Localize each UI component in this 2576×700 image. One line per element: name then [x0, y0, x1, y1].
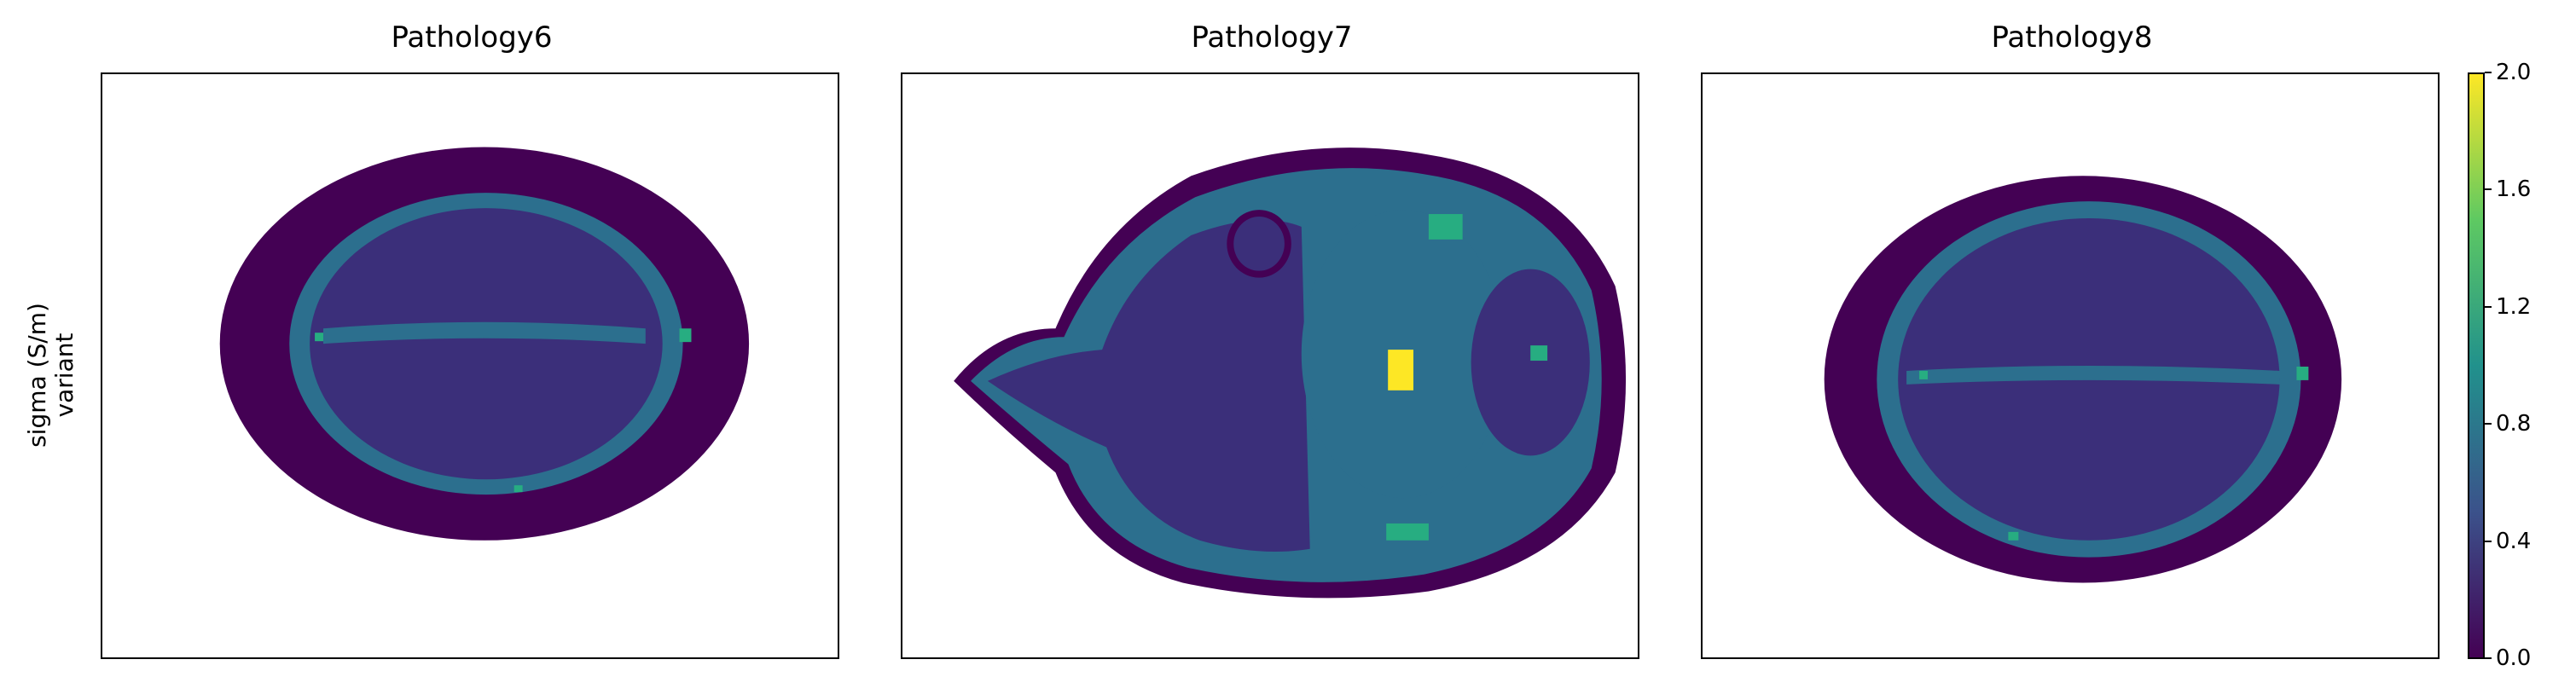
colorbar-tick [2485, 72, 2492, 73]
colorbar-tick [2485, 657, 2492, 659]
panel-3-title: Pathology8 [1991, 20, 2153, 55]
panel-2-image [901, 72, 1639, 659]
colorbar [2468, 72, 2485, 659]
colorbar-label-1: 0.4 [2496, 529, 2532, 554]
brain-slice-1 [219, 147, 750, 541]
colorbar-label-5: 2.0 [2496, 60, 2532, 85]
colorbar-label-3: 1.2 [2496, 294, 2532, 320]
y-axis-label-line1: sigma (S/m) [23, 303, 51, 448]
colorbar-tick [2485, 541, 2492, 542]
colorbar-tick [2485, 188, 2492, 190]
y-axis-label: sigma (S/m) variant [23, 303, 78, 448]
colorbar-tick [2485, 306, 2492, 308]
panel-1-title: Pathology6 [391, 20, 553, 55]
colorbar-label-4: 1.6 [2496, 176, 2532, 202]
brain-slice-3 [1824, 176, 2342, 583]
colorbar-label-0: 0.0 [2496, 645, 2532, 671]
colorbar-label-2: 0.8 [2496, 411, 2532, 437]
brain-slice-2 [954, 148, 1627, 599]
panel-3-image [1701, 72, 2440, 659]
panel-1-image [101, 72, 839, 659]
colorbar-tick [2485, 423, 2492, 425]
panel-2-title: Pathology7 [1191, 20, 1353, 55]
y-axis-label-line2: variant [50, 333, 78, 418]
